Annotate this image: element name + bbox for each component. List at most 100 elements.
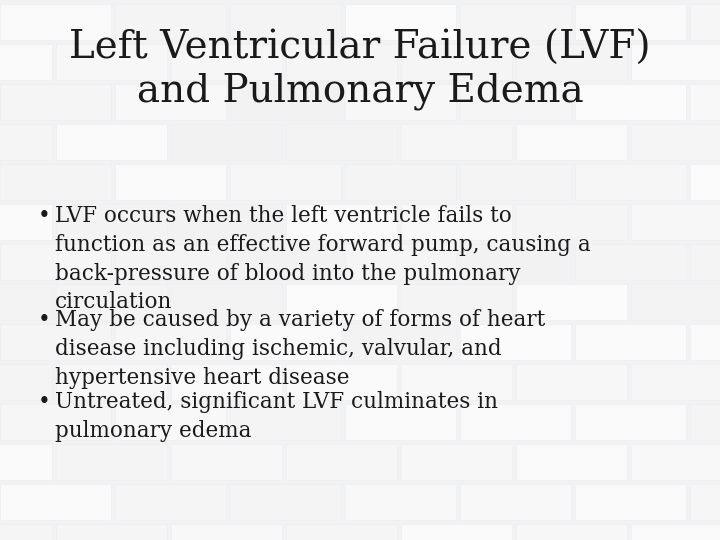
Bar [575, 4, 686, 40]
Bar [0, 364, 52, 400]
Bar [0, 324, 111, 360]
Bar [115, 404, 226, 440]
Bar [460, 4, 571, 40]
Bar [516, 44, 627, 80]
Bar [401, 204, 512, 240]
Bar [690, 244, 720, 280]
Bar [171, 444, 282, 480]
Bar [631, 524, 720, 540]
Bar [401, 44, 512, 80]
Bar [56, 284, 167, 320]
Bar [230, 4, 341, 40]
Bar [516, 364, 627, 400]
Bar [460, 164, 571, 200]
Bar [401, 284, 512, 320]
Bar [286, 444, 397, 480]
Bar [631, 124, 720, 160]
Bar [345, 84, 456, 120]
Bar [690, 4, 720, 40]
Text: May be caused by a variety of forms of heart
disease including ischemic, valvula: May be caused by a variety of forms of h… [55, 309, 545, 389]
Bar [0, 84, 111, 120]
Bar [286, 124, 397, 160]
Bar [460, 244, 571, 280]
Bar [230, 484, 341, 520]
Bar [631, 44, 720, 80]
Bar [631, 364, 720, 400]
Bar [516, 524, 627, 540]
Bar [460, 324, 571, 360]
Bar [115, 244, 226, 280]
Bar [401, 364, 512, 400]
Bar [575, 324, 686, 360]
Bar [0, 164, 111, 200]
Bar [345, 244, 456, 280]
Bar [171, 524, 282, 540]
Bar [115, 324, 226, 360]
Bar [286, 524, 397, 540]
Bar [631, 204, 720, 240]
Bar [690, 84, 720, 120]
Bar [56, 124, 167, 160]
Bar [115, 4, 226, 40]
Text: and Pulmonary Edema: and Pulmonary Edema [137, 72, 583, 110]
Bar [286, 44, 397, 80]
Bar [516, 204, 627, 240]
Bar [0, 484, 111, 520]
Bar [171, 124, 282, 160]
Bar [0, 524, 52, 540]
Text: LVF occurs when the left ventricle fails to
function as an effective forward pum: LVF occurs when the left ventricle fails… [55, 205, 590, 313]
Text: Untreated, significant LVF culminates in
pulmonary edema: Untreated, significant LVF culminates in… [55, 391, 498, 442]
Bar [460, 84, 571, 120]
Bar [230, 244, 341, 280]
Bar [0, 4, 111, 40]
Text: •: • [38, 309, 50, 331]
Bar [345, 404, 456, 440]
Bar [56, 204, 167, 240]
Bar [56, 44, 167, 80]
Bar [0, 284, 52, 320]
Bar [516, 124, 627, 160]
Bar [0, 404, 111, 440]
Bar [0, 124, 52, 160]
Bar [230, 324, 341, 360]
Bar [115, 84, 226, 120]
Bar [345, 324, 456, 360]
Bar [230, 164, 341, 200]
Bar [56, 444, 167, 480]
Bar [575, 404, 686, 440]
Bar [631, 284, 720, 320]
Bar [401, 524, 512, 540]
Bar [171, 284, 282, 320]
Bar [286, 364, 397, 400]
Bar [230, 404, 341, 440]
Text: •: • [38, 205, 50, 227]
Bar [690, 164, 720, 200]
Bar [575, 164, 686, 200]
Bar [690, 404, 720, 440]
Bar [401, 444, 512, 480]
Bar [516, 444, 627, 480]
Bar [171, 364, 282, 400]
Bar [0, 204, 52, 240]
Bar [575, 84, 686, 120]
Bar [171, 204, 282, 240]
Text: Left Ventricular Failure (LVF): Left Ventricular Failure (LVF) [69, 30, 651, 67]
Bar [516, 284, 627, 320]
Bar [56, 524, 167, 540]
Bar [0, 44, 52, 80]
Bar [0, 444, 52, 480]
Bar [286, 204, 397, 240]
Bar [115, 164, 226, 200]
Bar [345, 484, 456, 520]
Bar [345, 4, 456, 40]
Bar [286, 284, 397, 320]
Bar [0, 244, 111, 280]
Bar [575, 484, 686, 520]
Bar [631, 444, 720, 480]
Bar [460, 484, 571, 520]
Bar [690, 324, 720, 360]
Bar [56, 364, 167, 400]
Bar [230, 84, 341, 120]
Bar [575, 244, 686, 280]
Text: •: • [38, 391, 50, 413]
